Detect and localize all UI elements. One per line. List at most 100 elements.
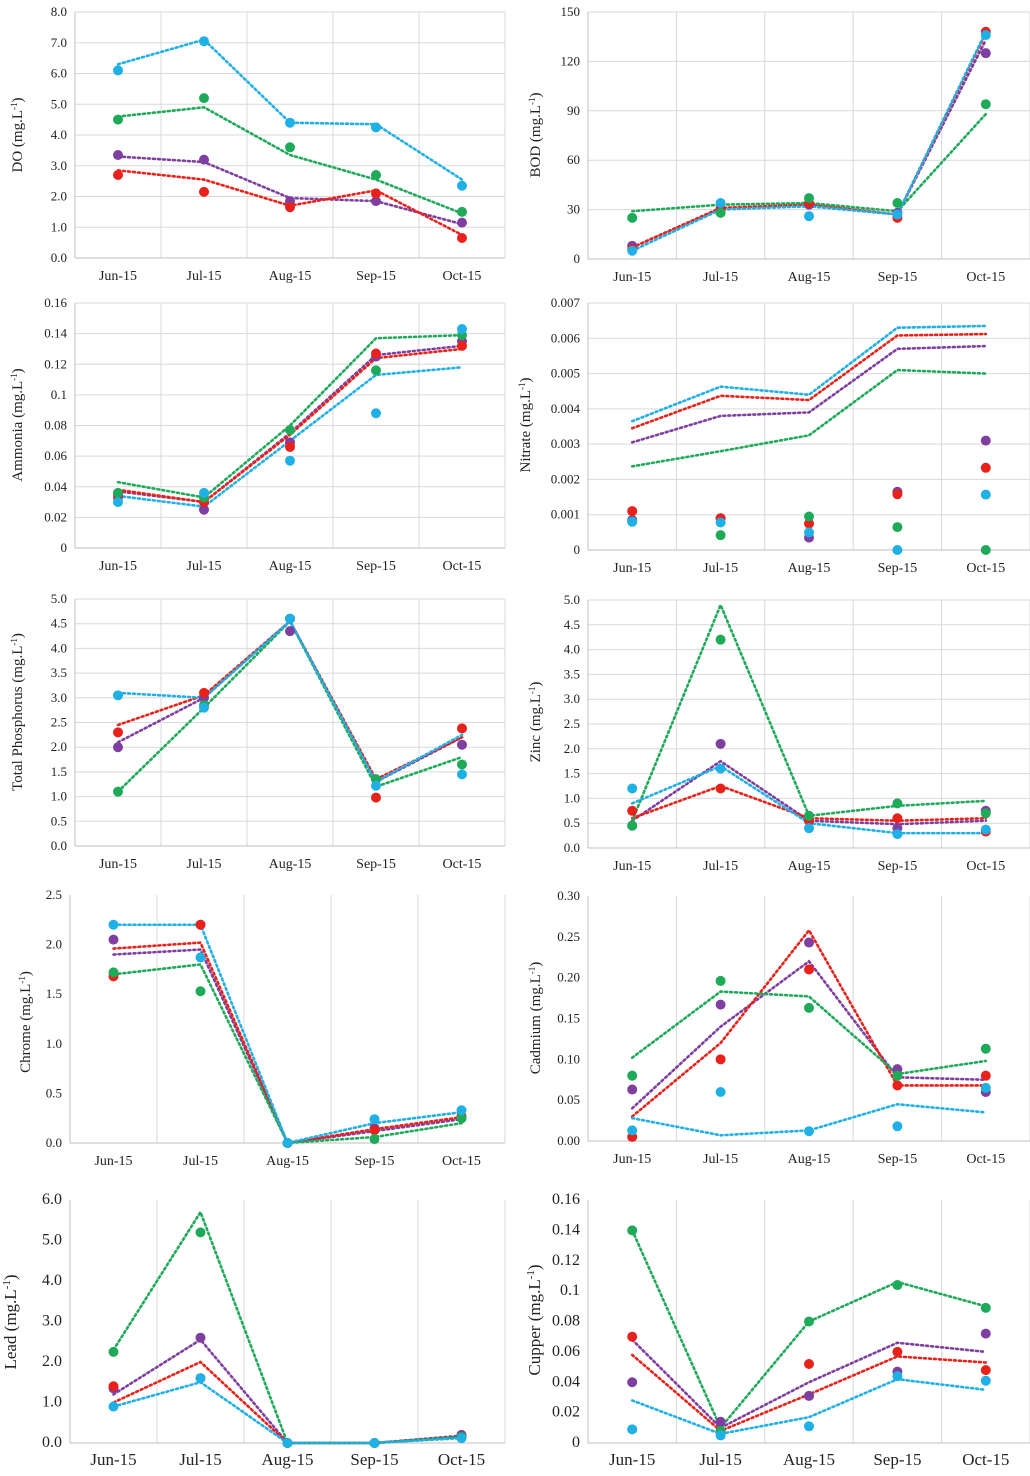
trend-line-green: [112, 963, 463, 1145]
trend-line-green: [112, 1209, 463, 1445]
data-point-green: [457, 759, 467, 770]
data-point-green: [195, 986, 206, 997]
y-tick-label: 1.0: [46, 1036, 62, 1051]
y-tick-label: 0.1: [51, 387, 67, 402]
y-tick-label: 0.25: [557, 929, 580, 944]
data-point-purple: [804, 1390, 814, 1401]
x-tick-label: Aug-15: [269, 857, 312, 872]
x-tick-label: Oct-15: [443, 857, 482, 872]
y-tick-label: 0.16: [552, 1191, 580, 1208]
data-point-purple: [199, 154, 209, 165]
data-point-cyan: [369, 1438, 380, 1448]
data-point-green: [371, 365, 381, 376]
data-point-cyan: [627, 1424, 638, 1435]
trend-line-purple: [630, 344, 988, 444]
x-tick-label: Jun-15: [613, 270, 651, 285]
data-point-red: [371, 348, 381, 359]
y-tick-label: 120: [561, 53, 581, 68]
data-point-red: [715, 1054, 726, 1065]
data-point-green: [804, 193, 814, 204]
trend-line-red: [630, 332, 988, 430]
data-point-green: [715, 207, 726, 218]
y-tick-label: 0.02: [552, 1404, 580, 1421]
data-point-red: [715, 783, 726, 794]
y-axis-label: Chrome (mg.L-1): [17, 971, 34, 1073]
data-point-cyan: [627, 516, 638, 527]
data-point-red: [627, 506, 638, 517]
x-tick-label: Jul-15: [187, 857, 222, 872]
trend-line-green: [116, 105, 464, 215]
y-tick-label: 0: [572, 1434, 580, 1451]
data-point-red: [199, 186, 209, 197]
data-point-cyan: [371, 780, 381, 791]
x-tick-label: Oct-15: [442, 1154, 481, 1169]
data-point-red: [627, 805, 638, 816]
x-tick-label: Sep-15: [356, 857, 396, 872]
x-tick-label: Aug-15: [788, 859, 831, 874]
y-tick-label: 0.04: [552, 1373, 580, 1390]
data-point-cyan: [804, 1421, 814, 1432]
data-point-green: [627, 820, 638, 831]
y-axis-label: Zinc (mg.L-1): [527, 682, 544, 763]
y-tick-label: 0.08: [44, 418, 67, 433]
chart-panel-9: 0.0 1.0 2.0 3.0 4.0 5.0 6.0 Jun-15 Jul-15 Aug-15 S…: [1, 1191, 506, 1469]
trend-line-purple: [630, 959, 988, 1110]
trend-line-cyan: [630, 1102, 988, 1137]
data-point-red: [627, 1331, 638, 1342]
data-point-red: [285, 202, 295, 213]
data-point-green: [113, 114, 123, 125]
data-point-green: [113, 786, 123, 797]
x-tick-label: Oct-15: [966, 561, 1005, 576]
y-tick-label: 2.5: [51, 715, 67, 730]
data-point-cyan: [715, 198, 726, 209]
data-point-green: [980, 99, 991, 110]
y-tick-label: 0.02: [44, 509, 67, 524]
data-point-red: [804, 1359, 814, 1370]
y-tick-label: 0.0: [42, 1434, 62, 1451]
y-tick-label: 0.15: [557, 1011, 580, 1026]
data-point-green: [108, 967, 119, 978]
data-point-green: [457, 206, 467, 217]
data-point-green: [715, 634, 726, 645]
y-tick-label: 0.08: [552, 1313, 580, 1330]
data-point-red: [980, 1070, 991, 1081]
x-tick-label: Sep-15: [878, 859, 918, 874]
data-point-cyan: [627, 1125, 638, 1136]
data-point-cyan: [195, 952, 206, 963]
y-tick-label: 0.06: [44, 448, 67, 463]
y-tick-label: 0.1: [560, 1282, 580, 1299]
y-tick-label: 30: [567, 202, 580, 217]
data-point-red: [285, 441, 295, 452]
data-point-red: [371, 188, 381, 199]
data-point-cyan: [195, 1373, 206, 1384]
data-point-purple: [285, 626, 295, 637]
y-tick-label: 0.5: [564, 815, 580, 830]
y-tick-label: 0.003: [551, 436, 580, 451]
data-point-purple: [195, 1332, 206, 1343]
y-tick-label: 0: [574, 542, 581, 557]
y-tick-label: 1.5: [51, 764, 67, 779]
y-tick-label: 4.5: [564, 617, 580, 632]
data-point-green: [627, 1070, 638, 1081]
y-tick-label: 1.0: [42, 1394, 62, 1411]
data-point-purple: [113, 742, 123, 753]
data-point-cyan: [285, 455, 295, 466]
data-point-green: [892, 1280, 903, 1291]
y-tick-label: 0.10: [557, 1051, 580, 1066]
data-point-green: [285, 425, 295, 436]
data-point-red: [892, 489, 903, 500]
data-point-cyan: [627, 783, 638, 794]
x-tick-label: Sep-15: [878, 270, 918, 285]
data-point-purple: [371, 196, 381, 207]
data-point-red: [804, 964, 814, 975]
x-tick-label: Sep-15: [878, 1152, 918, 1167]
y-tick-label: 0.06: [552, 1343, 580, 1360]
trend-line-red: [116, 619, 464, 782]
y-tick-label: 3.0: [42, 1313, 62, 1330]
y-tick-label: 1.0: [51, 789, 67, 804]
trend-line-cyan: [112, 923, 463, 1145]
data-point-green: [195, 1227, 206, 1238]
y-tick-label: 3.5: [564, 666, 580, 681]
data-point-cyan: [456, 1433, 467, 1444]
data-point-cyan: [456, 1105, 467, 1116]
